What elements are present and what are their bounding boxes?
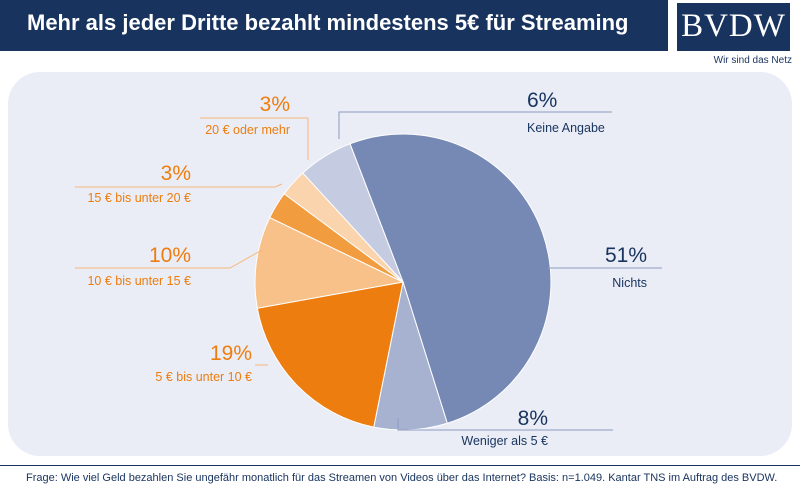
value-label-10-eur-bis-unter-15-eur: 10% bbox=[149, 244, 191, 267]
value-label-weniger-als-5-eur: 8% bbox=[518, 407, 548, 430]
category-label-5-eur-bis-unter-10-eur: 5 € bis unter 10 € bbox=[155, 370, 252, 384]
title-bar: Mehr als jeder Dritte bezahlt mindestens… bbox=[0, 0, 668, 51]
category-label-15-eur-bis-unter-20-eur: 15 € bis unter 20 € bbox=[87, 191, 191, 205]
category-label-10-eur-bis-unter-15-eur: 10 € bis unter 15 € bbox=[87, 274, 191, 288]
category-label-weniger-als-5-eur: Weniger als 5 € bbox=[461, 434, 548, 448]
leader-line-weniger-als-5-eur bbox=[397, 418, 613, 431]
leader-line-keine-angabe bbox=[338, 111, 612, 139]
leader-line-15-eur-bis-unter-20-eur bbox=[75, 183, 283, 188]
category-label-nichts: Nichts bbox=[612, 276, 647, 290]
leader-line-10-eur-bis-unter-15-eur bbox=[75, 249, 263, 269]
pie-slice-keine-angabe bbox=[302, 143, 404, 283]
pie-slice-nichts bbox=[349, 133, 552, 424]
logo-text: BVDW bbox=[681, 8, 786, 44]
value-label-20-eur-oder-mehr: 3% bbox=[260, 93, 290, 116]
pie-slice-10-eur-bis-unter-15-eur bbox=[254, 216, 405, 309]
value-label-nichts: 51% bbox=[605, 244, 647, 267]
value-label-5-eur-bis-unter-10-eur: 19% bbox=[210, 342, 252, 365]
logo-tagline: Wir sind das Netz bbox=[713, 55, 792, 66]
category-label-keine-angabe: Keine Angabe bbox=[527, 121, 605, 135]
footnote: Frage: Wie viel Geld bezahlen Sie ungefä… bbox=[26, 472, 778, 484]
value-label-15-eur-bis-unter-20-eur: 3% bbox=[161, 162, 191, 185]
leader-line-20-eur-oder-mehr bbox=[200, 117, 309, 160]
bvdw-logo: BVDW bbox=[677, 3, 790, 51]
category-label-20-eur-oder-mehr: 20 € oder mehr bbox=[205, 123, 290, 137]
footer-divider bbox=[0, 465, 800, 466]
pie-slice-5-eur-bis-unter-10-eur bbox=[256, 281, 404, 428]
value-label-keine-angabe: 6% bbox=[527, 89, 557, 112]
chart-title: Mehr als jeder Dritte bezahlt mindestens… bbox=[27, 10, 629, 35]
